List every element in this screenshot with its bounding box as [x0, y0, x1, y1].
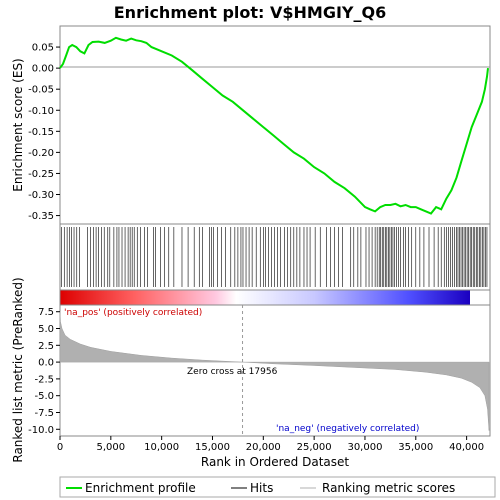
es-y-tick-label: -0.05 — [28, 85, 54, 96]
metric-y-tick-label: -10.0 — [28, 425, 54, 436]
es-y-tick-label: -0.20 — [28, 148, 54, 159]
hits-marks — [61, 227, 488, 287]
metric-y-tick-label: -2.5 — [34, 374, 54, 385]
zero-cross-label: Zero cross at 17956 — [187, 367, 278, 377]
x-tick-label: 5,000 — [97, 442, 126, 453]
pos-label: 'na_pos' (positively correlated) — [64, 308, 202, 318]
legend-profile-label: Enrichment profile — [85, 481, 196, 495]
metric-y-tick-label: 2.5 — [38, 341, 54, 352]
es-y-tick-label: -0.35 — [28, 211, 54, 222]
rank-heat-strip — [60, 290, 470, 305]
enrichment-profile-line — [59, 36, 489, 215]
legend-metric-label: Ranking metric scores — [322, 481, 455, 495]
neg-label: 'na_neg' (negatively correlated) — [276, 424, 419, 434]
x-tick-label: 0 — [57, 442, 63, 453]
metric-y-tick-label: -5.0 — [34, 391, 54, 402]
x-tick-label: 10,000 — [144, 442, 179, 453]
metric-y-tick-label: 0.0 — [38, 358, 54, 369]
x-tick-label: 25,000 — [297, 442, 332, 453]
legend-frame — [59, 476, 496, 498]
hits-panel-frame — [59, 223, 491, 291]
x-tick-label: 20,000 — [246, 442, 281, 453]
metric-y-axis-label: Ranked list metric (PreRanked) — [11, 277, 25, 462]
x-axis-label: Rank in Ordered Dataset — [201, 455, 349, 469]
ranking-metric-area — [59, 310, 490, 431]
es-y-tick-label: -0.30 — [28, 190, 54, 201]
es-y-tick-label: -0.15 — [28, 127, 54, 138]
chart-title: Enrichment plot: V$HMGIY_Q6 — [114, 3, 386, 22]
es-y-tick-label: 0.05 — [32, 43, 54, 54]
x-tick-label: 40,000 — [449, 442, 484, 453]
x-tick-label: 15,000 — [195, 442, 230, 453]
es-y-axis-label: Enrichment score (ES) — [11, 58, 25, 191]
legend-hits-label: Hits — [250, 481, 273, 495]
es-y-tick-label: -0.10 — [28, 106, 54, 117]
metric-y-tick-label: 5.0 — [38, 324, 54, 335]
metric-y-tick-label: -7.5 — [34, 408, 54, 419]
x-tick-label: 35,000 — [398, 442, 433, 453]
x-ticks: 0 5,000 10,000 15,000 20,000 25,000 30,000 35,0… — [57, 436, 484, 453]
es-y-tick-label: 0.00 — [32, 64, 54, 75]
es-y-ticks: 0.05 0.00 -0.05 -0.10 -0.15 -0.20 -0.25 -0.30 -0… — [28, 43, 60, 222]
es-y-tick-label: -0.25 — [28, 169, 54, 180]
es-panel-frame — [59, 25, 491, 225]
x-tick-label: 30,000 — [347, 442, 382, 453]
metric-y-tick-label: 7.5 — [38, 307, 54, 318]
metric-y-ticks: 7.5 5.0 2.5 0.0 -2.5 -5.0 -7.5 -10.0 — [28, 307, 60, 436]
